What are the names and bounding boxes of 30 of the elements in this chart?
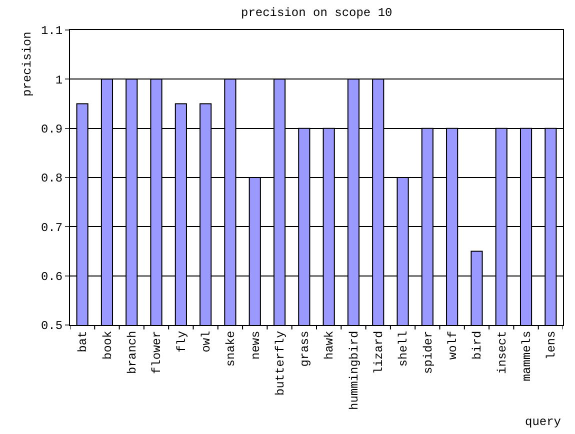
x-tick-label: snake xyxy=(224,330,238,367)
x-tick-label: branch xyxy=(126,330,140,374)
chart-title: precision on scope 10 xyxy=(241,6,392,20)
x-tick-label: wolf xyxy=(446,330,460,360)
x-tick-label: bat xyxy=(76,330,90,352)
x-tick-label: shell xyxy=(396,330,411,367)
y-tick-label: 0.7 xyxy=(40,220,63,235)
x-tick-label: grass xyxy=(298,330,312,367)
x-tick-label: news xyxy=(248,330,263,360)
x-tick-label: insect xyxy=(495,330,510,374)
x-tick-label: butterfly xyxy=(273,330,288,396)
x-tick-label: bird xyxy=(470,330,485,360)
x-tick-label: spider xyxy=(421,330,436,374)
x-tick-label: hawk xyxy=(322,330,337,360)
y-tick-label: 0.5 xyxy=(40,319,63,334)
x-tick-label: lens xyxy=(544,330,559,360)
y-tick-label: 0.8 xyxy=(40,172,63,186)
y-tick-label: 1 xyxy=(55,73,63,88)
y-tick-label: 0.9 xyxy=(40,122,63,137)
x-tick-label: book xyxy=(100,330,115,360)
y-axis-title: precision xyxy=(20,32,34,96)
x-tick-label: owl xyxy=(199,330,214,352)
x-tick-label: lizard xyxy=(372,330,386,374)
y-tick-label: 1.1 xyxy=(40,24,63,38)
x-tick-label: fly xyxy=(174,330,189,352)
x-axis-title: query xyxy=(525,415,562,429)
x-tick-label: mammels xyxy=(520,330,534,382)
x-tick-label: flower xyxy=(150,330,164,374)
y-tick-label: 0.6 xyxy=(40,270,63,284)
x-tick-label: hummingbird xyxy=(347,330,362,410)
